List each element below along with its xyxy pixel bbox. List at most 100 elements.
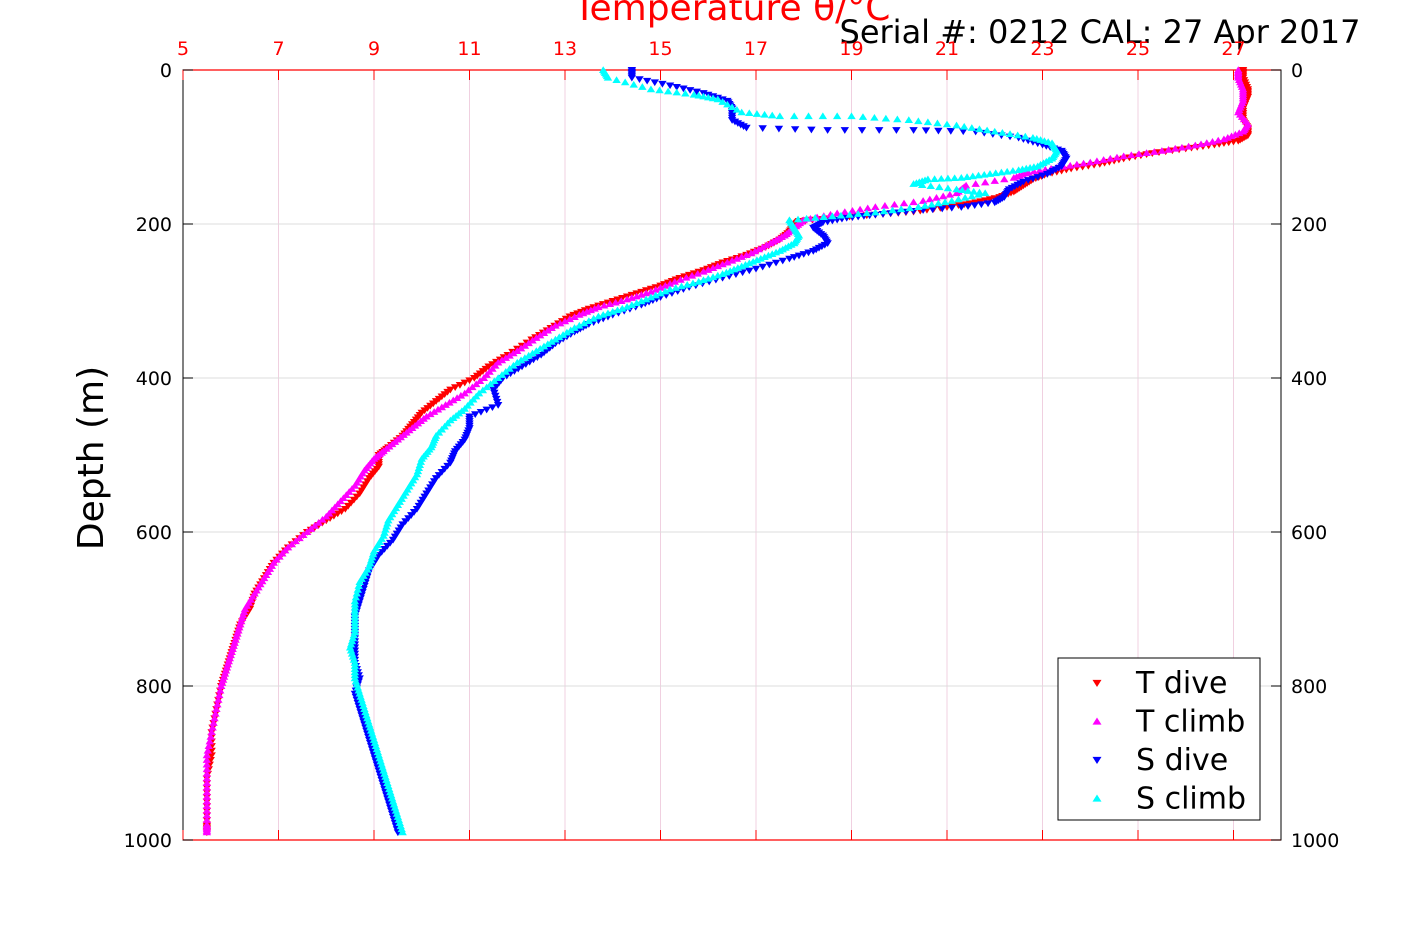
data-point — [731, 271, 741, 278]
data-point — [946, 128, 956, 135]
data-point — [938, 205, 947, 213]
data-point — [1157, 147, 1167, 154]
data-point — [1214, 136, 1223, 144]
data-point — [832, 112, 842, 120]
data-point — [637, 291, 646, 298]
data-point — [1000, 175, 1009, 183]
data-point — [665, 285, 675, 293]
y-tick-label-left: 1000 — [124, 830, 172, 852]
data-point — [641, 289, 651, 297]
data-point — [208, 723, 217, 731]
data-point — [543, 340, 553, 348]
data-point — [950, 174, 959, 182]
data-point — [1208, 137, 1217, 145]
data-point — [909, 127, 918, 134]
data-point — [555, 333, 564, 341]
legend-marker — [1092, 756, 1102, 765]
data-point — [836, 211, 846, 219]
data-point — [354, 582, 363, 589]
data-point — [213, 700, 222, 708]
data-point — [505, 351, 514, 359]
data-point — [656, 289, 665, 297]
data-point — [1177, 143, 1187, 151]
data-point — [599, 301, 609, 309]
data-point — [207, 728, 216, 736]
data-point — [708, 264, 718, 271]
data-point — [893, 115, 902, 123]
data-point — [981, 178, 990, 186]
data-point — [718, 260, 727, 268]
data-point — [870, 113, 879, 121]
data-point — [638, 83, 647, 90]
data-point — [202, 802, 212, 810]
data-point — [775, 112, 785, 120]
data-point — [909, 180, 918, 187]
data-point — [651, 285, 660, 293]
data-point — [471, 411, 480, 418]
data-point — [980, 170, 989, 178]
data-point — [828, 212, 837, 220]
data-point — [622, 295, 632, 303]
data-point — [713, 262, 722, 270]
data-point — [532, 334, 541, 341]
data-point — [727, 103, 737, 111]
data-point — [819, 213, 829, 221]
y-tick-label-right: 0 — [1291, 60, 1303, 82]
data-point — [959, 128, 968, 136]
data-point — [840, 208, 850, 215]
data-point — [217, 682, 226, 689]
data-point — [482, 383, 491, 391]
data-point — [455, 381, 465, 389]
data-point — [1021, 132, 1030, 140]
data-point — [532, 347, 541, 354]
data-point — [713, 95, 722, 103]
data-point — [933, 119, 942, 127]
x-tick-label: 23 — [1030, 38, 1054, 60]
series-s-climb — [345, 66, 1062, 836]
data-point — [501, 368, 510, 375]
data-point — [618, 304, 627, 312]
data-point — [925, 195, 935, 203]
data-point — [938, 192, 948, 200]
data-point — [506, 370, 515, 378]
data-point — [535, 344, 545, 352]
data-point — [1092, 157, 1102, 165]
data-point — [207, 747, 216, 755]
data-point — [551, 335, 560, 343]
data-point — [212, 705, 221, 713]
data-point — [471, 380, 481, 388]
data-point — [732, 255, 742, 262]
data-point — [785, 255, 794, 263]
data-point — [509, 361, 518, 369]
y-tick-label-right: 400 — [1291, 368, 1327, 390]
data-point — [957, 174, 966, 181]
data-point — [202, 783, 212, 791]
data-point — [737, 253, 746, 260]
data-point — [202, 760, 212, 768]
data-point — [488, 404, 497, 412]
data-point — [751, 265, 761, 273]
data-point — [528, 349, 537, 357]
x-axis-title: Temperature θ/°C — [573, 0, 891, 29]
data-point — [465, 377, 474, 385]
data-point — [608, 308, 617, 315]
data-point — [202, 774, 212, 782]
x-tick-label: 5 — [177, 38, 189, 60]
data-point — [863, 204, 872, 212]
data-point — [449, 396, 458, 404]
data-point — [539, 329, 549, 336]
data-point — [535, 331, 545, 339]
data-point — [206, 733, 215, 740]
data-point — [202, 793, 212, 800]
chart-title: Serial #: 0212 CAL: 27 Apr 2017 — [840, 13, 1361, 51]
data-point — [874, 127, 884, 134]
y-tick-label-left: 800 — [136, 676, 172, 698]
data-point — [341, 505, 350, 513]
data-point — [605, 300, 615, 308]
data-point — [216, 686, 225, 694]
data-point — [742, 124, 751, 132]
data-point — [930, 175, 939, 182]
legend-marker — [1092, 679, 1102, 688]
x-tick-label: 11 — [457, 38, 481, 60]
data-point — [1106, 154, 1115, 162]
